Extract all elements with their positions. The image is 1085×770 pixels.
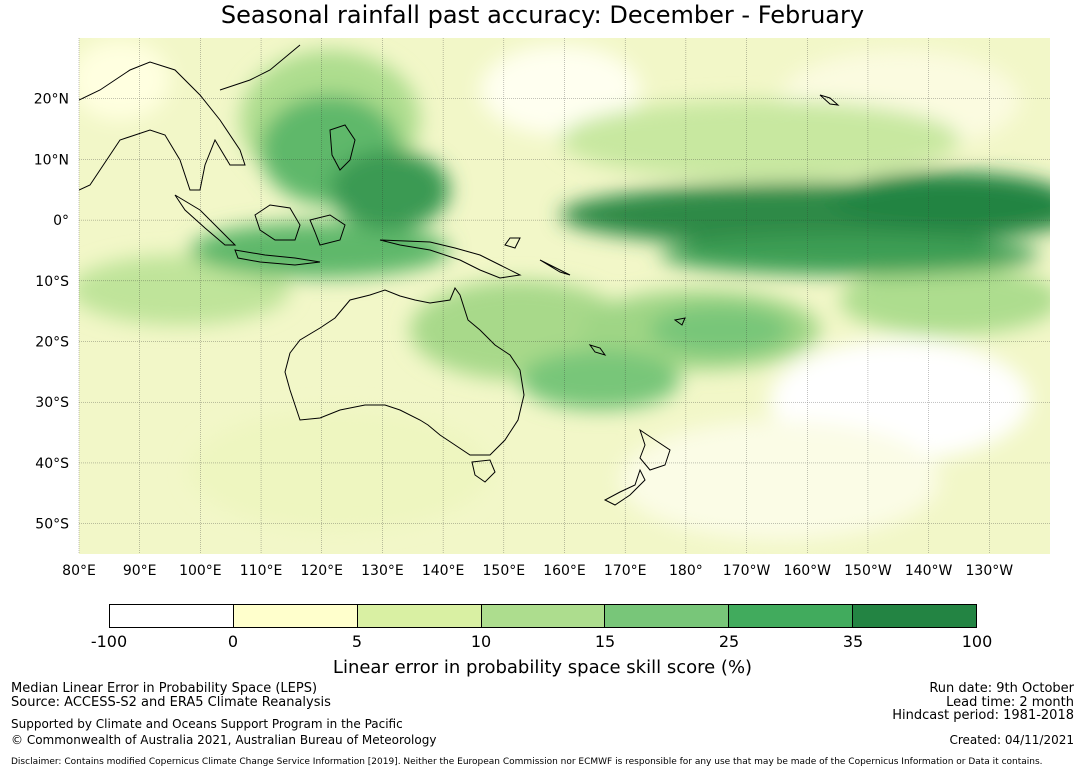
lon-label: 150°W — [844, 563, 892, 579]
lon-label: 80°E — [62, 563, 96, 579]
lon-label: 140°W — [905, 563, 953, 579]
colorbar-tick-label: 15 — [594, 632, 616, 651]
lon-label: 180° — [669, 563, 703, 579]
lon-label: 90°E — [123, 563, 157, 579]
latitude-labels: 20°N 10°N 0° 10°S 20°S 30°S 40°S 50°S — [34, 92, 69, 533]
lon-label: 110°E — [240, 563, 283, 579]
longitude-labels: 80°E 90°E 100°E 110°E 120°E 130°E 140°E 150°E 16… — [62, 563, 1013, 579]
lon-label: 170°W — [723, 563, 771, 579]
footer-leps: Median Linear Error in Probability Space… — [11, 681, 318, 696]
lon-label: 160°E — [543, 563, 586, 579]
lat-label: 20°S — [35, 335, 69, 351]
colorbar-label: Linear error in probability space skill … — [332, 657, 753, 678]
colorbar-tick-label: 25 — [718, 632, 740, 651]
footer-disclaimer: Disclaimer: Contains modified Copernicus… — [11, 757, 1043, 767]
lon-label: 130°E — [361, 563, 404, 579]
footer-hindcast: Hindcast period: 1981-2018 — [892, 708, 1074, 723]
colorbar-segment — [357, 605, 482, 627]
graticule — [78, 38, 1050, 554]
lon-label: 140°E — [422, 563, 465, 579]
colorbar-segment — [605, 605, 730, 627]
footer-lead-time: Lead time: 2 month — [946, 695, 1074, 710]
lat-label: 20°N — [34, 92, 69, 108]
lat-label: 30°S — [35, 395, 69, 411]
colorbar-tick-label: 35 — [842, 632, 864, 651]
skill-map: 20°N 10°N 0° 10°S 20°S 30°S 40°S 50°S 80°E 90°E 1… — [34, 38, 1050, 579]
colorbar-tick-label: 0 — [227, 632, 239, 651]
colorbar — [109, 604, 977, 628]
colorbar-segment — [729, 605, 854, 627]
footer-created: Created: 04/11/2021 — [949, 733, 1074, 747]
colorbar-tick-label: 10 — [470, 632, 492, 651]
colorbar-segment — [853, 605, 977, 627]
lon-label: 130°W — [966, 563, 1014, 579]
lon-label: 150°E — [483, 563, 526, 579]
lon-label: 100°E — [179, 563, 222, 579]
lat-label: 50°S — [35, 517, 69, 533]
lat-label: 40°S — [35, 456, 69, 472]
coastlines — [79, 44, 840, 506]
lat-label: 0° — [53, 213, 69, 229]
colorbar-tick-label: 100 — [961, 632, 993, 651]
footer-copyright: © Commonwealth of Australia 2021, Austra… — [11, 733, 437, 747]
colorbar-tick-label: 5 — [351, 632, 363, 651]
colorbar-segment — [481, 605, 606, 627]
lon-label: 160°W — [783, 563, 831, 579]
colorbar-segment — [233, 605, 358, 627]
footer-source: Source: ACCESS-S2 and ERA5 Climate Reana… — [11, 695, 331, 710]
chart-title: Seasonal rainfall past accuracy: Decembe… — [220, 1, 865, 29]
footer-run-date: Run date: 9th October — [929, 681, 1074, 696]
footer-support: Supported by Climate and Oceans Support … — [11, 717, 403, 731]
colorbar-tick-label: -100 — [90, 632, 128, 651]
lon-label: 120°E — [300, 563, 343, 579]
lon-label: 170°E — [604, 563, 647, 579]
colorbar-segment — [110, 605, 234, 627]
lat-label: 10°S — [35, 274, 69, 290]
lat-label: 10°N — [34, 152, 69, 168]
